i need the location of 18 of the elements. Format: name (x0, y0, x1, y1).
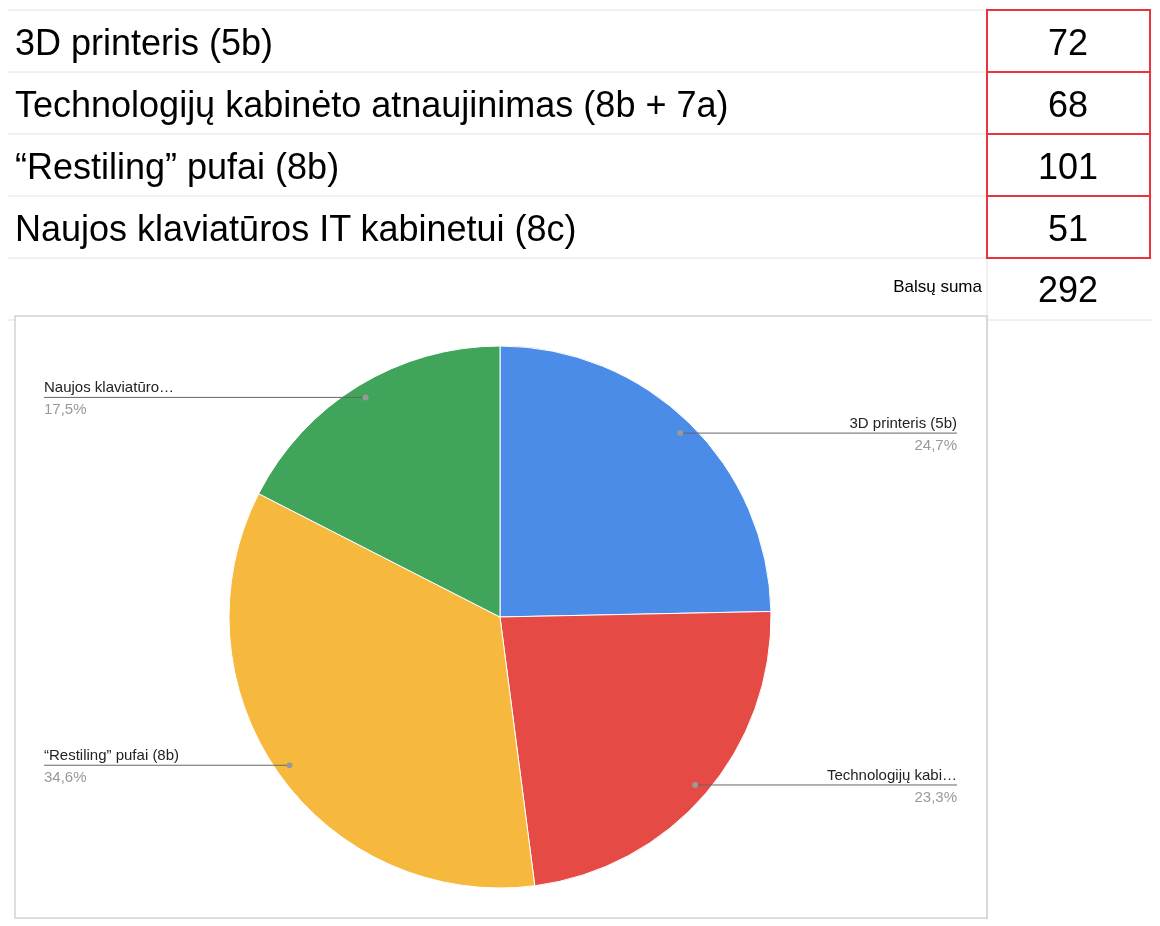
data-label: 17,5% (44, 400, 87, 418)
data-label: 23,3% (914, 787, 957, 805)
slice-label: Technologijų kabi… (826, 765, 957, 783)
data-label: 68 (1047, 84, 1089, 125)
text: Balsų suma (893, 277, 983, 296)
category-label: 3D printeris (5b) (15, 22, 274, 63)
data-label: 72 (1047, 22, 1089, 63)
slice-label: 3D printeris (5b) (849, 414, 957, 432)
data-label: 34,6% (44, 768, 87, 786)
category-label: Naujos klaviatūros IT kabinetui (8c) (15, 208, 577, 249)
data-label: 101 (1037, 146, 1099, 187)
text: 292 (1037, 269, 1099, 310)
data-label: 51 (1047, 208, 1089, 249)
slice-label: “Restiling” pufai (8b) (44, 746, 180, 764)
category-label: Technologijų kabinėto atnaujinimas (8b + 7a) (15, 84, 729, 125)
category-label: “Restiling” pufai (8b) (15, 146, 340, 187)
data-label: 24,7% (914, 436, 957, 454)
slice-label: Naujos klaviatūro… (44, 378, 175, 396)
